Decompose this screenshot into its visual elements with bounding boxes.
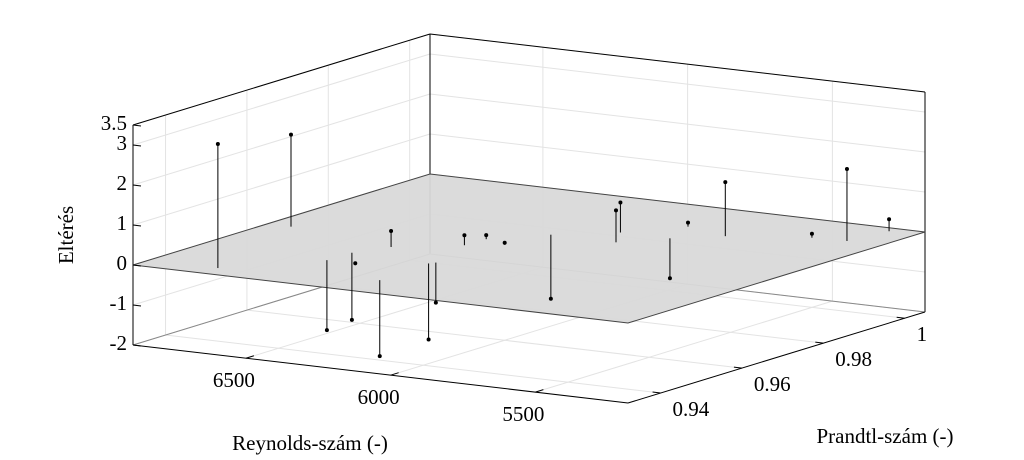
stem-marker — [484, 233, 489, 238]
stem-marker — [433, 300, 438, 305]
y-tick-label: 0.96 — [754, 372, 791, 396]
y-tick — [896, 316, 905, 319]
stem-marker — [324, 328, 329, 333]
z-tick — [132, 124, 142, 127]
grid-line — [246, 309, 742, 369]
box-edge — [429, 33, 926, 93]
x-axis — [132, 344, 629, 404]
z-tick-label: 3 — [117, 131, 128, 155]
z-tick-label: 2 — [117, 171, 128, 195]
y-tick — [815, 341, 824, 344]
z-tick — [132, 184, 142, 187]
x-tick-label: 6500 — [213, 368, 255, 392]
stem-marker — [377, 354, 382, 359]
stem-marker — [389, 228, 394, 233]
z-tick-label: 3.5 — [101, 111, 127, 135]
grid-line — [132, 53, 431, 146]
stem-marker — [548, 296, 553, 301]
stem-marker — [349, 317, 354, 322]
y-axis — [627, 311, 926, 404]
x-axis-title: Reynolds-szám (-) — [232, 431, 388, 455]
z-tick — [132, 224, 142, 227]
z-tick-label: -1 — [110, 291, 128, 315]
grid-line — [132, 133, 431, 226]
z-tick — [132, 144, 142, 147]
z-tick — [132, 304, 142, 307]
grid-line — [132, 93, 431, 186]
z-tick-label: -2 — [110, 331, 128, 355]
stem-marker — [462, 233, 467, 238]
grid-line — [429, 93, 926, 153]
y-axis-title: Prandtl-szám (-) — [816, 424, 953, 448]
z-axis-title: Eltérés — [54, 206, 78, 264]
stem-marker — [618, 200, 623, 205]
stem-marker — [809, 231, 814, 236]
x-tick-label: 6000 — [358, 385, 400, 409]
stem-marker — [353, 261, 358, 266]
y-tick-label: 1 — [917, 322, 928, 346]
x-tick — [390, 372, 399, 376]
y-tick-label: 0.98 — [835, 347, 872, 371]
box-edge — [132, 33, 431, 126]
stem-marker — [426, 337, 431, 342]
z-tick — [132, 344, 142, 347]
stem-marker — [723, 180, 728, 185]
grid-line — [429, 53, 926, 113]
stem-marker — [215, 142, 220, 147]
stem-marker — [686, 220, 691, 225]
stem-marker — [887, 217, 892, 222]
y-tick — [733, 366, 742, 369]
z-tick-label: 0 — [117, 251, 128, 275]
stem-marker — [613, 208, 618, 213]
stem-marker — [667, 276, 672, 281]
grid-line — [429, 133, 926, 193]
z-tick — [132, 264, 142, 267]
grid-line — [535, 300, 833, 393]
y-tick — [652, 391, 661, 394]
x-tick — [245, 355, 255, 359]
x-tick — [535, 389, 544, 393]
y-tick-label: 0.94 — [673, 397, 710, 421]
reference-plane — [132, 173, 926, 324]
stem-marker — [502, 240, 507, 245]
grid-line — [165, 334, 661, 394]
stem-marker — [844, 166, 849, 171]
x-tick-label: 5500 — [502, 402, 544, 426]
stem-marker — [288, 132, 293, 137]
z-tick-label: 1 — [117, 211, 128, 235]
